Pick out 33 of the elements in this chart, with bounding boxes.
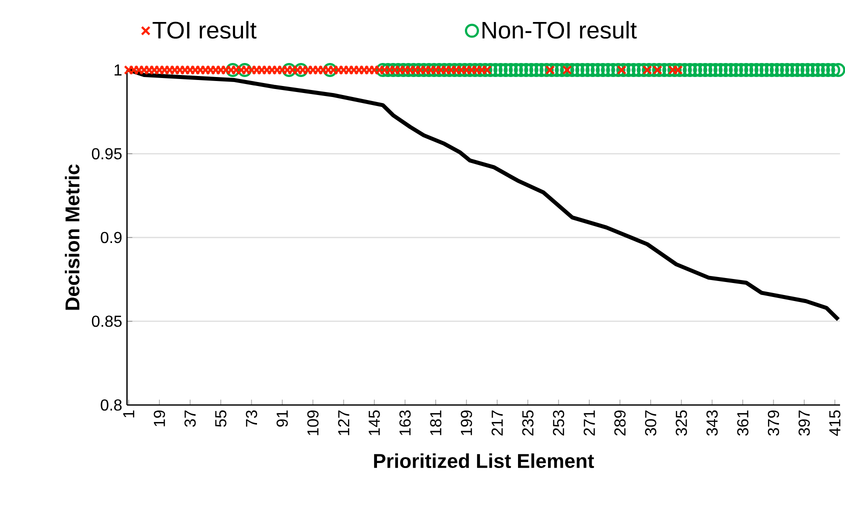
- x-tick-label: 37: [184, 410, 196, 427]
- x-tick-label: 307: [645, 410, 656, 436]
- y-tick-label: 1: [114, 64, 122, 76]
- x-tick-label: 415: [829, 410, 840, 436]
- x-tick-label: 1: [123, 410, 134, 418]
- y-tick-label: 0.9: [100, 232, 122, 244]
- x-tick-label: 91: [276, 410, 288, 427]
- y-axis-title: Decision Metric: [64, 164, 80, 310]
- x-tick-label: 289: [614, 410, 626, 436]
- x-tick-label: 379: [768, 410, 780, 436]
- x-tick-label: 199: [460, 410, 472, 436]
- x-tick-label: 163: [399, 410, 411, 436]
- y-tick-label: 0.8: [100, 399, 122, 411]
- y-tick-label: 0.95: [92, 148, 122, 160]
- x-tick-label: 253: [552, 410, 564, 436]
- x-tick-label: 145: [368, 410, 380, 436]
- x-tick-label: 343: [706, 410, 718, 436]
- x-tick-label: 109: [307, 410, 319, 436]
- legend-label: TOI result: [152, 21, 256, 39]
- x-axis-title: Prioritized List Element: [374, 453, 594, 468]
- x-tick-label: 235: [522, 410, 534, 436]
- x-tick-label: 181: [430, 410, 442, 436]
- x-tick-label: 127: [338, 410, 350, 436]
- x-tick-label: 397: [798, 410, 810, 436]
- y-tick-label: 0.85: [92, 316, 122, 327]
- x-tick-label: 73: [246, 410, 258, 427]
- x-tick-label: 325: [676, 410, 688, 436]
- x-tick-label: 55: [215, 410, 226, 427]
- x-tick-label: 19: [154, 410, 166, 426]
- x-tick-label: 217: [492, 410, 503, 436]
- legend-label: Non-TOI result: [482, 21, 637, 39]
- x-tick-label: 271: [584, 410, 595, 436]
- x-tick-label: 361: [737, 410, 748, 436]
